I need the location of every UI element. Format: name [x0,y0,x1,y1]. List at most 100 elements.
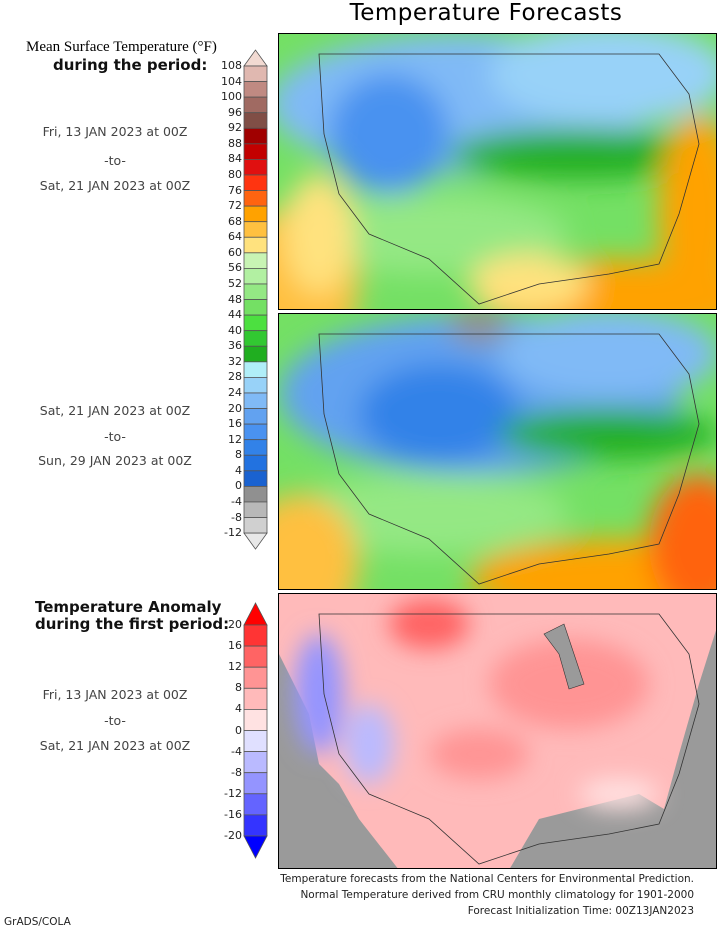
temp-legend-subheading: during the period: [53,56,208,74]
temp-colorbar-swatch [243,485,268,503]
temp-colorbar-swatch [243,361,268,378]
temp-colorbar-swatch [243,96,268,114]
anomaly-colorbar-swatch [243,793,268,816]
anomaly-colorbar-arrow-bottom [243,835,268,859]
temp-colorbar-tick-label: 40 [228,323,242,337]
anomaly-colorbar-tick-label: 4 [235,702,242,716]
temp-colorbar-tick-label: 48 [228,292,242,306]
temp-colorbar-swatch [243,190,268,207]
temp-colorbar-swatch [243,423,268,441]
period3-start: Fri, 13 JAN 2023 at 00Z [42,687,188,702]
period2-start: Sat, 21 JAN 2023 at 00Z [39,403,191,418]
temp-colorbar-swatch [243,330,268,347]
anomaly-colorbar-tick-label: -8 [231,765,242,779]
temp-colorbar-tick-label: 96 [228,105,242,119]
footer-source: Temperature forecasts from the National … [280,873,694,885]
anomaly-colorbar-swatch [243,730,268,753]
period1-start: Fri, 13 JAN 2023 at 00Z [42,124,188,139]
anomaly-legend-heading: Temperature Anomaly [35,598,222,616]
temp-colorbar-tick-label: 16 [228,417,242,431]
temp-colorbar-swatch [243,143,268,160]
temp-colorbar-tick-label: -8 [231,510,242,524]
temp-colorbar-arrow-bottom [243,532,268,550]
temp-colorbar-tick-label: 28 [228,370,242,384]
anomaly-colorbar-swatch [243,687,268,710]
period3-end: Sat, 21 JAN 2023 at 00Z [39,738,191,753]
anomaly-colorbar-swatch [243,814,268,837]
anomaly-colorbar [243,602,268,859]
anomaly-legend-subheading: during the first period: [35,615,230,633]
temp-colorbar-swatch [243,517,268,534]
temp-colorbar-swatch [243,501,268,518]
temp-colorbar-swatch [243,252,268,269]
temp-colorbar-tick-label: 64 [228,230,242,244]
temp-colorbar-tick-label: 20 [228,401,242,415]
temp-colorbar-tick-label: -4 [231,494,242,508]
anomaly-colorbar-swatch [243,645,268,668]
temp-colorbar-tick-label: 24 [228,385,242,399]
temp-colorbar-tick-label: 68 [228,214,242,228]
anomaly-colorbar-swatch [243,709,268,731]
anomaly-colorbar-tick-label: 12 [228,660,242,674]
map-period1-temperature [278,33,717,310]
temp-colorbar-swatch [243,283,268,300]
temp-colorbar-arrow-top [243,49,268,67]
temp-colorbar-swatch [243,221,268,238]
temp-colorbar-tick-label: 72 [228,199,242,213]
temp-colorbar-tick-label: 8 [235,448,242,462]
temp-colorbar-tick-label: 0 [235,479,242,493]
anomaly-colorbar-swatch [243,624,268,647]
temp-colorbar-tick-label: 36 [228,339,242,353]
temp-colorbar-tick-label: 52 [228,276,242,290]
map-period1-anomaly [278,593,717,869]
anomaly-colorbar-arrow-top [243,602,268,626]
temp-colorbar-tick-label: 104 [221,74,242,88]
footer-normal: Normal Temperature derived from CRU mont… [300,889,694,901]
temp-colorbar-swatch [243,159,268,176]
anomaly-colorbar-tick-label: -16 [224,807,242,821]
temp-colorbar-tick-label: 100 [221,90,242,104]
temp-colorbar-swatch [243,470,268,487]
temperature-colorbar [243,49,268,550]
anomaly-colorbar-tick-label: 0 [235,723,242,737]
temp-colorbar-swatch [243,65,268,82]
temp-colorbar-tick-label: 88 [228,136,242,150]
temp-colorbar-swatch [243,314,268,332]
anomaly-colorbar-swatch [243,751,268,774]
temp-colorbar-tick-label: 56 [228,261,242,275]
period2-end: Sun, 29 JAN 2023 at 00Z [38,453,192,468]
temp-colorbar-swatch [243,205,268,223]
period3-separator: -to- [104,713,126,728]
temp-colorbar-tick-label: 80 [228,167,242,181]
temp-colorbar-swatch [243,112,268,129]
anomaly-colorbar-swatch [243,772,268,795]
anomaly-colorbar-tick-label: -12 [224,786,242,800]
anomaly-colorbar-tick-label: 20 [228,618,242,631]
period1-separator: -to- [104,153,126,168]
temp-colorbar-swatch [243,81,268,98]
temp-colorbar-tick-label: 12 [228,432,242,446]
temp-colorbar-swatch [243,439,268,456]
footer-init-time: Forecast Initialization Time: 00Z13JAN20… [467,905,694,917]
temp-colorbar-tick-label: 76 [228,183,242,197]
temp-colorbar-swatch [243,268,268,285]
figure-title: Temperature Forecasts [349,0,623,26]
temp-colorbar-swatch [243,376,268,394]
temp-colorbar-swatch [243,392,268,409]
period1-end: Sat, 21 JAN 2023 at 00Z [39,178,191,193]
anomaly-colorbar-tick-label: -4 [231,744,242,758]
temp-colorbar-swatch [243,299,268,316]
credit: GrADS/COLA [4,916,71,928]
temp-colorbar-tick-label: 84 [228,152,242,166]
temp-colorbar-swatch [243,408,268,425]
temp-colorbar-tick-label: 108 [221,59,242,72]
temp-colorbar-tick-label: 4 [235,463,242,477]
temp-colorbar-tick-label: -12 [224,526,242,540]
temp-colorbar-swatch [243,345,268,363]
temp-colorbar-tick-label: 60 [228,245,242,259]
anomaly-colorbar-tick-label: 8 [235,681,242,695]
temp-colorbar-tick-label: 92 [228,121,242,135]
period2-separator: -to- [104,429,126,444]
temp-colorbar-swatch [243,236,268,254]
